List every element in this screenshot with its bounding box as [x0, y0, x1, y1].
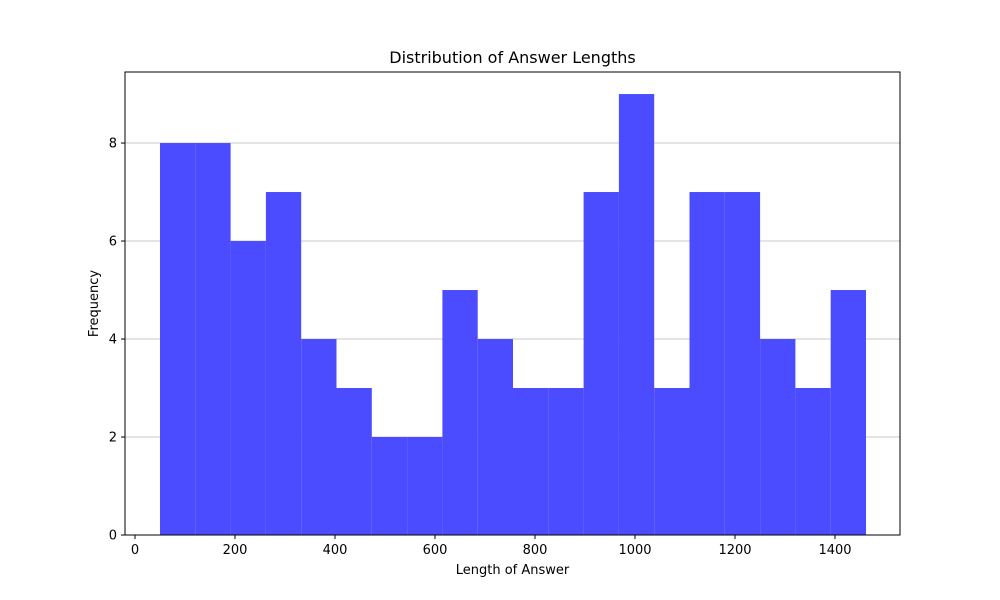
histogram-bar [760, 339, 796, 535]
x-axis-label: Length of Answer [456, 563, 570, 578]
histogram-bar [301, 339, 337, 535]
y-tick-label: 8 [109, 137, 117, 152]
histogram-bar [548, 388, 584, 535]
x-tick-label: 800 [523, 543, 548, 558]
histogram-bar [442, 290, 478, 535]
x-tick-label: 200 [223, 543, 248, 558]
histogram-bar [654, 388, 690, 535]
histogram-bar [583, 192, 619, 535]
chart-title: Distribution of Answer Lengths [389, 48, 635, 67]
histogram-bar [160, 143, 196, 535]
y-tick-label: 0 [109, 529, 117, 544]
x-tick-label: 1200 [718, 543, 751, 558]
histogram-bar [230, 241, 266, 536]
histogram-bar [795, 388, 831, 535]
x-tick-label: 600 [423, 543, 448, 558]
histogram-bar [689, 192, 725, 535]
y-tick-label: 6 [109, 235, 117, 250]
histogram-bar [477, 339, 513, 535]
histogram-bar [371, 437, 408, 535]
histogram-bar [830, 290, 866, 535]
histogram-bar [265, 192, 302, 535]
histogram-bar [513, 388, 549, 535]
histogram-bar [724, 192, 761, 535]
y-tick-label: 2 [109, 431, 117, 446]
x-tick-label: 1000 [618, 543, 651, 558]
histogram-bar [618, 94, 655, 536]
histogram-bar [336, 388, 372, 535]
y-axis-label: Frequency [87, 270, 102, 337]
bars-layer [160, 94, 866, 536]
x-tick-label: 1400 [818, 543, 851, 558]
histogram-bar [195, 143, 231, 535]
histogram-bar [407, 437, 443, 535]
ticks-layer: 0 200 400 600 800 1000 1200 1400 0 2 4 6 8 [109, 137, 852, 558]
x-tick-label: 0 [131, 543, 139, 558]
x-tick-label: 400 [323, 543, 348, 558]
plot-frame [124, 71, 901, 536]
y-tick-label: 4 [109, 333, 117, 348]
